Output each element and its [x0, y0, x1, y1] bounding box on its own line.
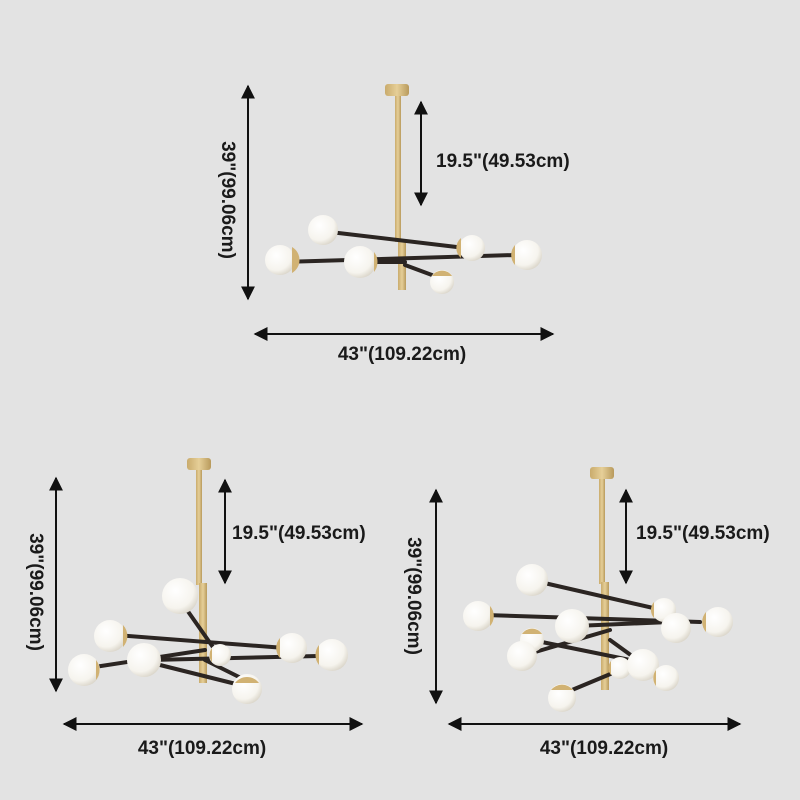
canopy: [590, 467, 614, 479]
chandelier-top: [265, 84, 542, 294]
height-label: 39"(99.06cm): [217, 141, 238, 259]
width-label: 43"(109.22cm): [338, 344, 466, 365]
width-label: 43"(109.22cm): [540, 738, 668, 759]
height-label: 39"(99.06cm): [403, 537, 424, 655]
canopy: [385, 84, 409, 96]
globe: [265, 215, 542, 294]
globe: [68, 578, 348, 704]
lower-body: [601, 582, 609, 690]
chandelier-bottom-left: [68, 458, 348, 704]
drop-label: 19.5"(49.53cm): [436, 151, 570, 172]
drop-label: 19.5"(49.53cm): [232, 523, 366, 544]
drop-label: 19.5"(49.53cm): [636, 523, 770, 544]
width-label: 43"(109.22cm): [138, 738, 266, 759]
dimension-bottom-right: [429, 488, 742, 731]
stem-rod: [599, 479, 605, 584]
canopy: [187, 458, 211, 470]
height-label: 39"(99.06cm): [25, 533, 46, 651]
chandelier-bottom-right: [463, 467, 733, 712]
globe: [463, 564, 733, 712]
stem-rod: [395, 96, 401, 242]
dimension-top: [241, 84, 555, 341]
stem-rod: [196, 470, 202, 585]
dimension-bottom-left: [49, 476, 364, 731]
lower-body: [398, 240, 406, 290]
